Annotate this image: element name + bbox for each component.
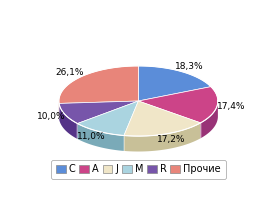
- Text: 26,1%: 26,1%: [56, 68, 84, 77]
- Text: 11,0%: 11,0%: [77, 132, 105, 141]
- Polygon shape: [59, 66, 139, 103]
- Polygon shape: [139, 66, 211, 101]
- Text: 17,4%: 17,4%: [217, 102, 246, 111]
- Polygon shape: [201, 101, 218, 138]
- Polygon shape: [124, 101, 201, 136]
- Text: 18,3%: 18,3%: [175, 62, 204, 71]
- Text: 10,0%: 10,0%: [37, 112, 66, 121]
- Polygon shape: [124, 123, 201, 152]
- Polygon shape: [59, 101, 139, 124]
- Text: 17,2%: 17,2%: [157, 135, 185, 144]
- Polygon shape: [77, 124, 124, 151]
- Polygon shape: [77, 101, 139, 136]
- Legend: C, A, J, M, R, Прочие: C, A, J, M, R, Прочие: [51, 160, 225, 179]
- Polygon shape: [139, 87, 218, 123]
- Polygon shape: [59, 103, 77, 139]
